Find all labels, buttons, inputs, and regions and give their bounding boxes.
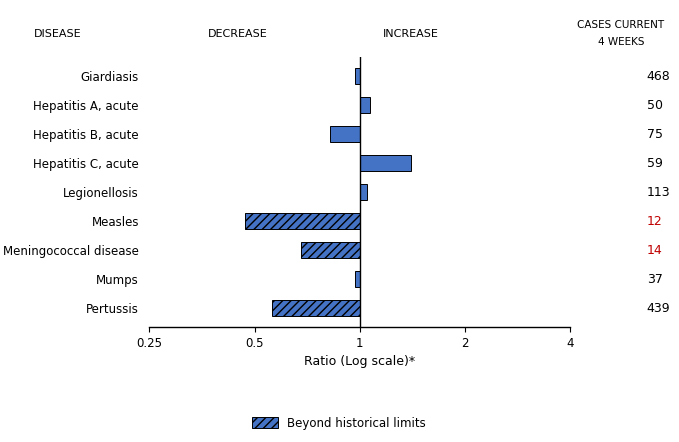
Text: 14: 14: [647, 244, 663, 257]
Text: DISEASE: DISEASE: [33, 29, 81, 38]
Bar: [360, 97, 370, 113]
Bar: [272, 300, 360, 316]
Bar: [330, 126, 360, 142]
Text: DECREASE: DECREASE: [208, 29, 268, 38]
Text: 113: 113: [647, 186, 670, 199]
Bar: [301, 242, 360, 258]
Text: INCREASE: INCREASE: [382, 29, 439, 38]
Legend: Beyond historical limits: Beyond historical limits: [247, 412, 430, 434]
Text: 37: 37: [647, 273, 663, 286]
Bar: [355, 69, 360, 84]
Text: CASES CURRENT: CASES CURRENT: [577, 20, 665, 30]
Bar: [355, 271, 360, 287]
Text: 439: 439: [647, 302, 670, 315]
Text: 59: 59: [647, 157, 663, 170]
Bar: [360, 155, 411, 171]
Text: 468: 468: [647, 70, 670, 83]
Text: 4 WEEKS: 4 WEEKS: [598, 37, 644, 47]
Bar: [360, 184, 367, 200]
Text: 75: 75: [647, 128, 663, 141]
Bar: [245, 213, 360, 229]
Text: 50: 50: [647, 99, 663, 112]
Text: 12: 12: [647, 215, 663, 228]
X-axis label: Ratio (Log scale)*: Ratio (Log scale)*: [304, 355, 416, 368]
